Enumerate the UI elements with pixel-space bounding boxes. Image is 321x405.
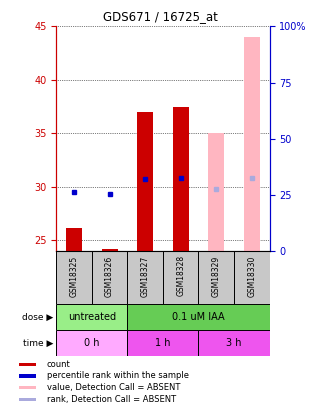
Text: count: count — [47, 360, 71, 369]
Bar — [173, 107, 189, 251]
Text: 1 h: 1 h — [155, 338, 171, 348]
Text: rank, Detection Call = ABSENT: rank, Detection Call = ABSENT — [47, 395, 176, 404]
Text: 3 h: 3 h — [226, 338, 242, 348]
Bar — [56, 251, 92, 304]
Bar — [92, 251, 127, 304]
Bar — [198, 251, 234, 304]
Bar — [56, 304, 127, 330]
Bar — [208, 133, 224, 251]
Bar — [244, 37, 260, 251]
Text: GDS671 / 16725_at: GDS671 / 16725_at — [103, 10, 218, 23]
Text: GSM18328: GSM18328 — [176, 255, 185, 296]
Bar — [19, 362, 36, 366]
Text: GSM18325: GSM18325 — [69, 255, 78, 296]
Bar — [198, 330, 270, 356]
Bar — [127, 330, 198, 356]
Text: percentile rank within the sample: percentile rank within the sample — [47, 371, 189, 380]
Bar — [19, 386, 36, 389]
Bar — [101, 249, 117, 251]
Bar — [66, 228, 82, 251]
Bar — [137, 112, 153, 251]
Text: time ▶: time ▶ — [22, 339, 53, 348]
Text: dose ▶: dose ▶ — [22, 312, 53, 322]
Bar — [56, 330, 127, 356]
Text: GSM18330: GSM18330 — [247, 255, 256, 297]
Text: untreated: untreated — [68, 312, 116, 322]
Bar — [127, 251, 163, 304]
Text: 0.1 uM IAA: 0.1 uM IAA — [172, 312, 225, 322]
Text: GSM18327: GSM18327 — [141, 255, 150, 296]
Text: value, Detection Call = ABSENT: value, Detection Call = ABSENT — [47, 383, 180, 392]
Bar — [234, 251, 270, 304]
Text: GSM18326: GSM18326 — [105, 255, 114, 296]
Bar — [127, 304, 270, 330]
Bar — [19, 398, 36, 401]
Bar — [19, 374, 36, 377]
Text: 0 h: 0 h — [84, 338, 100, 348]
Bar — [163, 251, 198, 304]
Text: GSM18329: GSM18329 — [212, 255, 221, 296]
